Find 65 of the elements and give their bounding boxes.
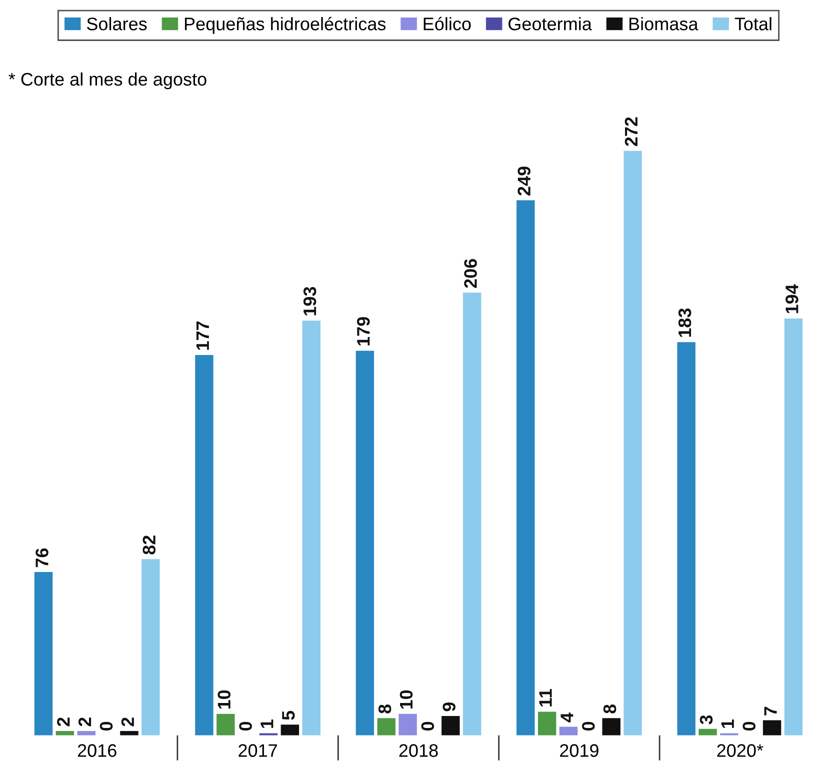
x-tick-label: 2016 — [78, 744, 116, 757]
data-label: 272 — [624, 117, 638, 146]
data-label: 1 — [260, 719, 274, 728]
data-label: 193 — [303, 286, 316, 316]
data-label: 5 — [282, 710, 295, 720]
data-label: 206 — [464, 259, 477, 288]
bar — [677, 342, 696, 736]
bar — [516, 200, 535, 736]
data-label: 179 — [356, 317, 370, 346]
data-label: 0 — [742, 722, 756, 730]
bar — [559, 726, 578, 736]
bar — [56, 731, 74, 736]
data-label: 10 — [400, 690, 413, 709]
bar — [784, 318, 803, 736]
bar — [216, 714, 235, 736]
data-label: 0 — [239, 722, 252, 730]
data-label: 0 — [100, 722, 113, 730]
x-tick-label: 2020* — [717, 744, 764, 757]
x-tick-label: 2019 — [560, 744, 598, 757]
legend-label: Geotermia — [508, 17, 592, 30]
bar — [624, 150, 642, 736]
x-tick-label: 2018 — [399, 744, 438, 757]
data-label: 4 — [560, 712, 574, 722]
data-label: 249 — [518, 166, 530, 196]
data-label: 177 — [196, 321, 209, 350]
data-label: 0 — [582, 722, 595, 730]
bar — [34, 572, 53, 736]
data-label: 76 — [36, 548, 48, 568]
bar — [398, 714, 417, 736]
data-label: 183 — [678, 308, 692, 337]
bar — [377, 718, 396, 736]
data-label: 9 — [442, 702, 456, 712]
data-label: 2 — [57, 718, 70, 726]
data-label: 7 — [764, 706, 777, 716]
text: * Corte al mes de agosto — [8, 72, 206, 90]
bar — [356, 350, 374, 736]
bar — [120, 731, 138, 736]
data-label: 3 — [700, 715, 713, 724]
legend-label: Eólico — [424, 16, 471, 30]
bar — [462, 292, 482, 736]
bar — [698, 728, 717, 736]
data-label: 194 — [786, 284, 798, 314]
data-label: 10 — [218, 690, 230, 709]
data-label: 1 — [721, 719, 734, 728]
bar — [142, 559, 160, 736]
bar — [302, 320, 320, 736]
bar — [762, 720, 782, 736]
bar — [442, 716, 460, 736]
bar — [602, 718, 620, 736]
legend-label: Biomasa — [630, 17, 698, 30]
data-label: 11 — [539, 688, 552, 706]
bar — [77, 731, 96, 736]
data-label: 8 — [603, 704, 616, 714]
bar — [538, 712, 556, 736]
legend-label: Solares — [86, 17, 147, 30]
data-label: 2 — [121, 718, 134, 726]
legend-label: Total — [734, 17, 772, 30]
x-tick-label: 2017 — [238, 744, 277, 757]
data-label: 2 — [78, 718, 92, 726]
data-label: 8 — [378, 704, 392, 714]
data-label: 82 — [142, 536, 156, 554]
bar — [195, 354, 214, 736]
bar — [280, 724, 300, 736]
legend-label: Pequeñas hidroeléctricas — [184, 16, 386, 34]
data-label: 0 — [421, 722, 434, 730]
